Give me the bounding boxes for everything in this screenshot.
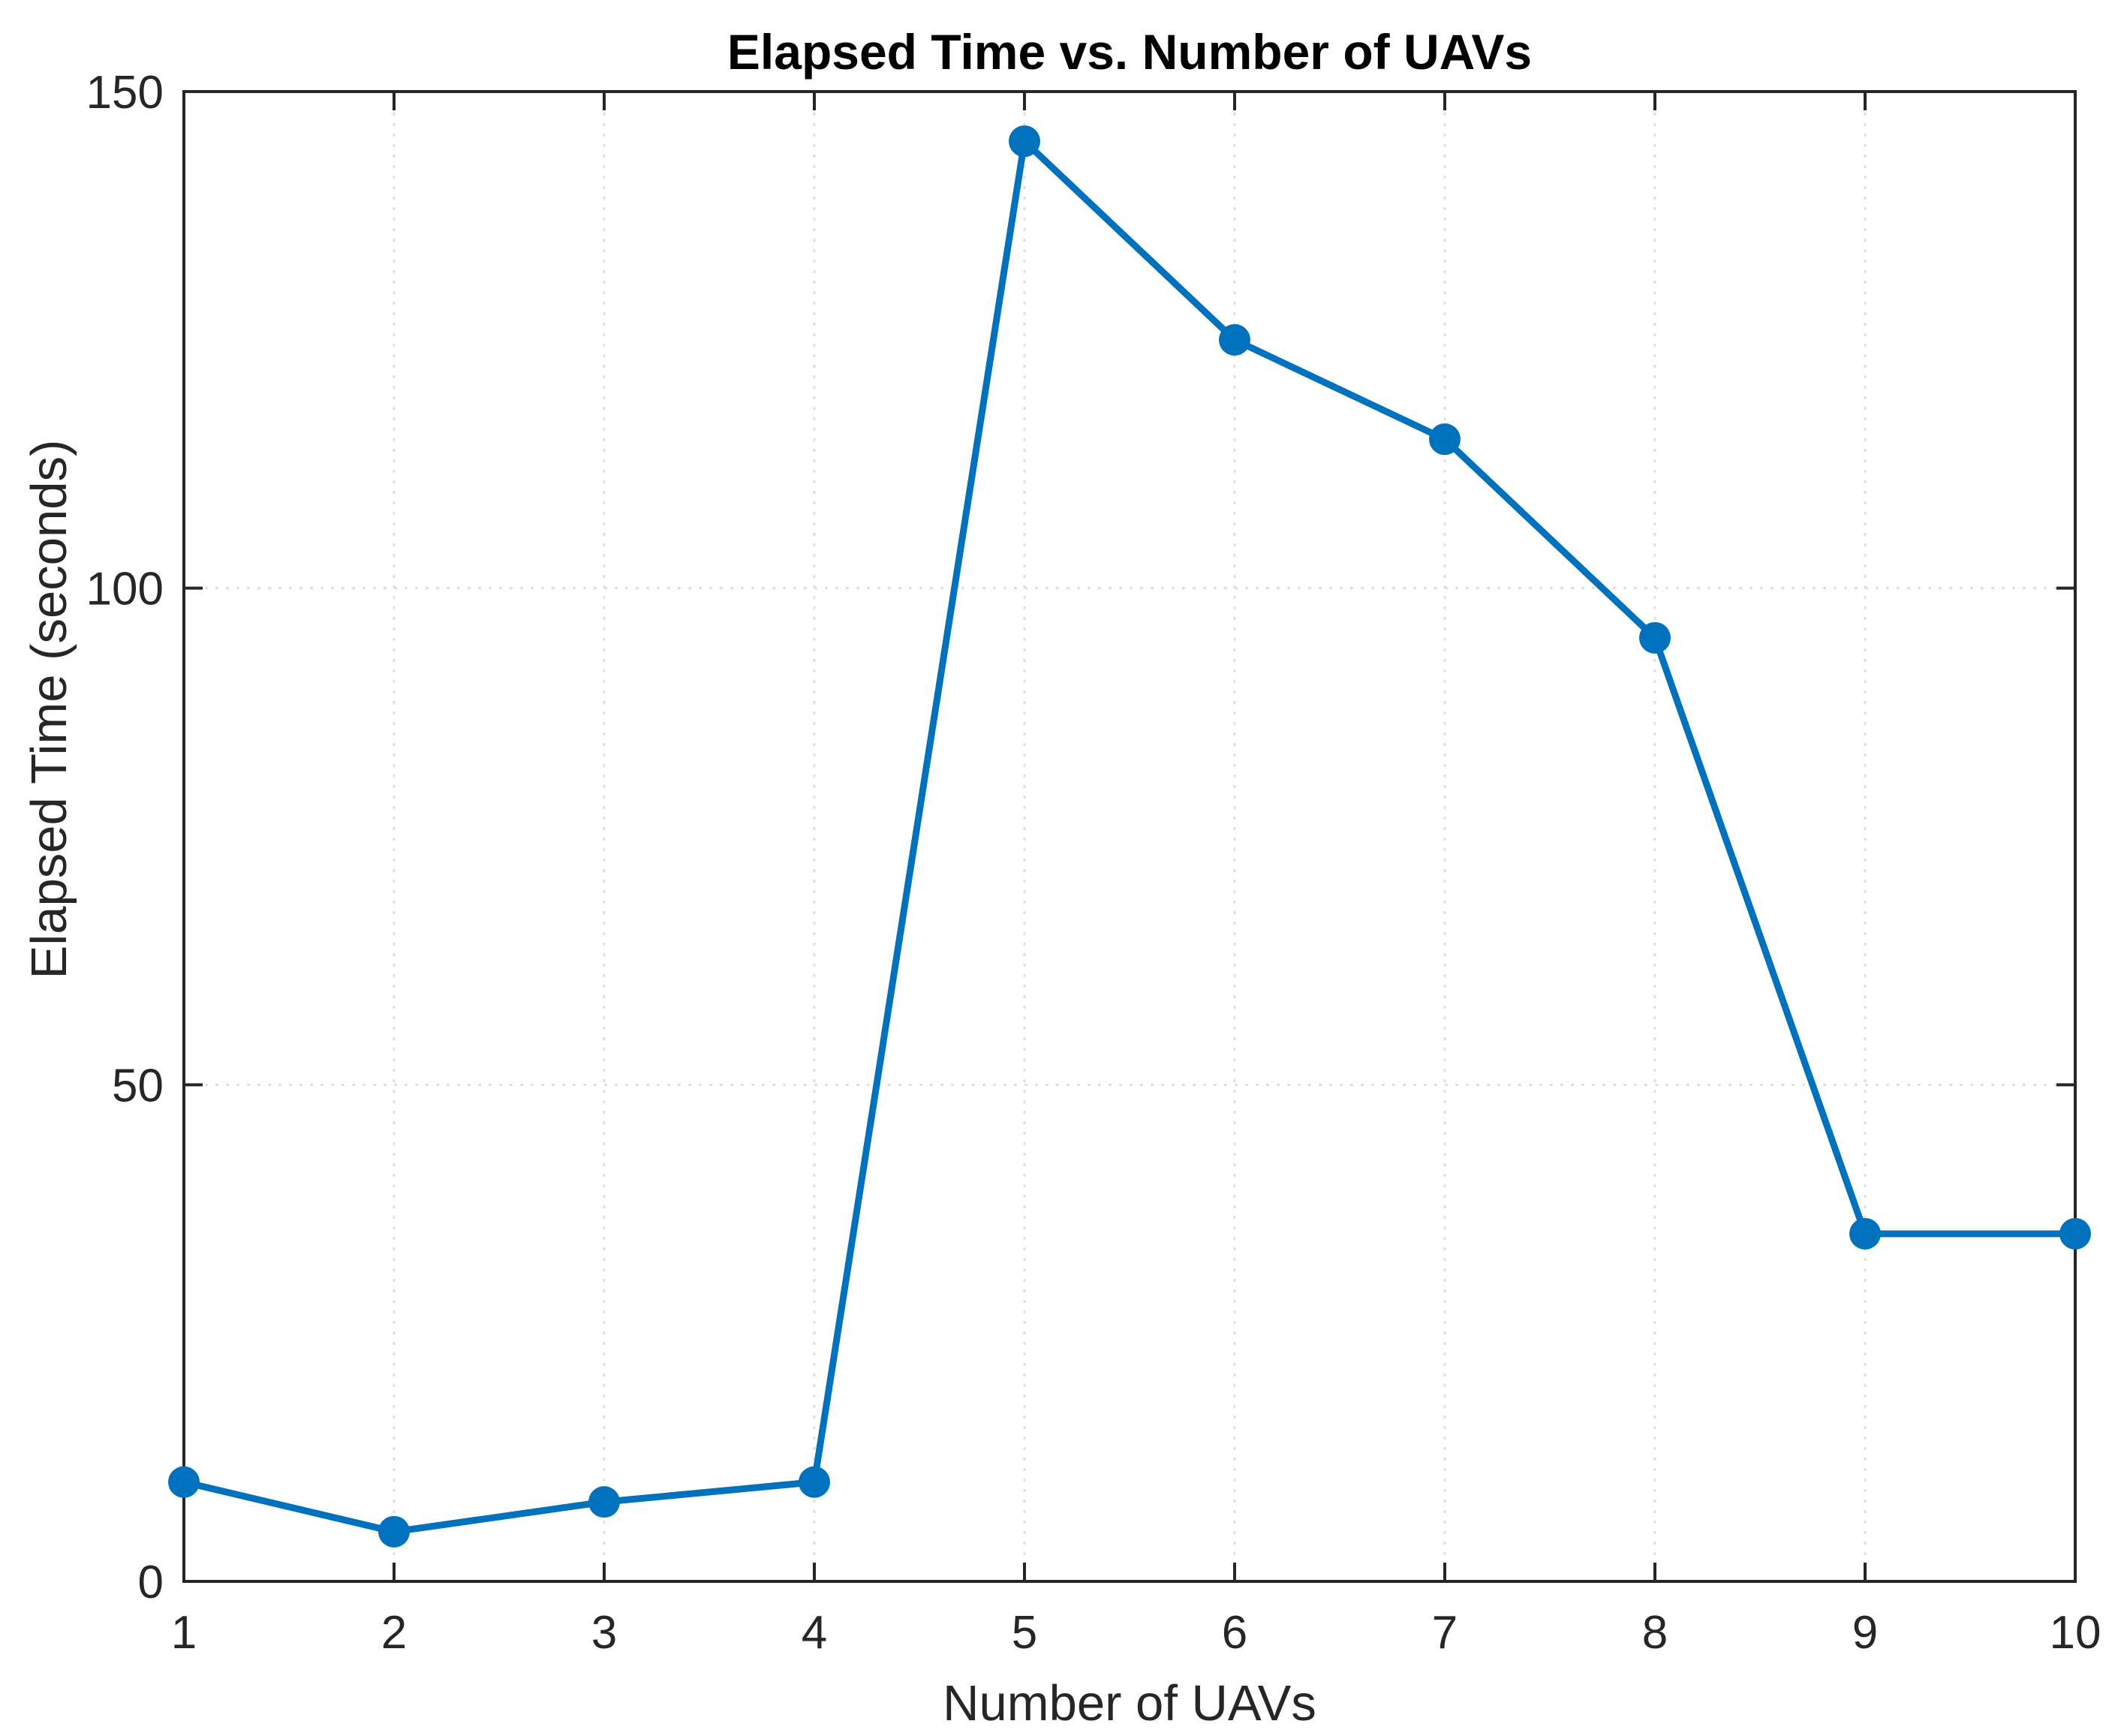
y-axis-label: Elapsed Time (seconds) [21,440,77,979]
data-series [168,125,2091,1548]
x-tick-label: 4 [802,1607,827,1659]
y-tick-label: 100 [86,564,164,615]
data-point-marker [1009,125,1040,158]
y-tick-label: 150 [86,67,164,119]
data-point-marker [378,1515,410,1548]
data-point-marker [1219,323,1250,356]
chart-title: Elapsed Time vs. Number of UAVs [727,24,1532,80]
data-point-marker [799,1466,830,1498]
plot-area-frame [182,90,2077,1583]
data-point-marker [1639,621,1671,654]
x-tick-label: 5 [1012,1607,1037,1659]
x-axis-label: Number of UAVs [943,1675,1316,1731]
y-tick-label: 0 [138,1557,164,1608]
series-line [182,134,2075,1536]
x-tick-label: 9 [1852,1607,1878,1659]
x-tick-label: 3 [591,1607,617,1659]
grid-lines [184,92,2075,1581]
x-tick-labels: 1 2 3 4 5 6 7 8 9 10 [171,1607,2101,1659]
x-tick-label: 2 [381,1607,407,1659]
y-tick-labels: 0 50 100 150 [86,67,164,1608]
axis-ticks [182,90,2077,1583]
x-tick-label: 7 [1432,1607,1458,1659]
y-tick-label: 50 [112,1060,164,1112]
data-point-marker [168,1466,200,1498]
data-point-marker [1429,423,1461,456]
data-point-marker [2059,1217,2091,1250]
x-tick-label: 8 [1642,1607,1668,1659]
x-tick-label: 1 [171,1607,197,1659]
x-tick-label: 10 [2050,1607,2101,1659]
data-point-marker [588,1486,620,1518]
data-point-marker [1849,1217,1881,1250]
x-tick-label: 6 [1222,1607,1247,1659]
